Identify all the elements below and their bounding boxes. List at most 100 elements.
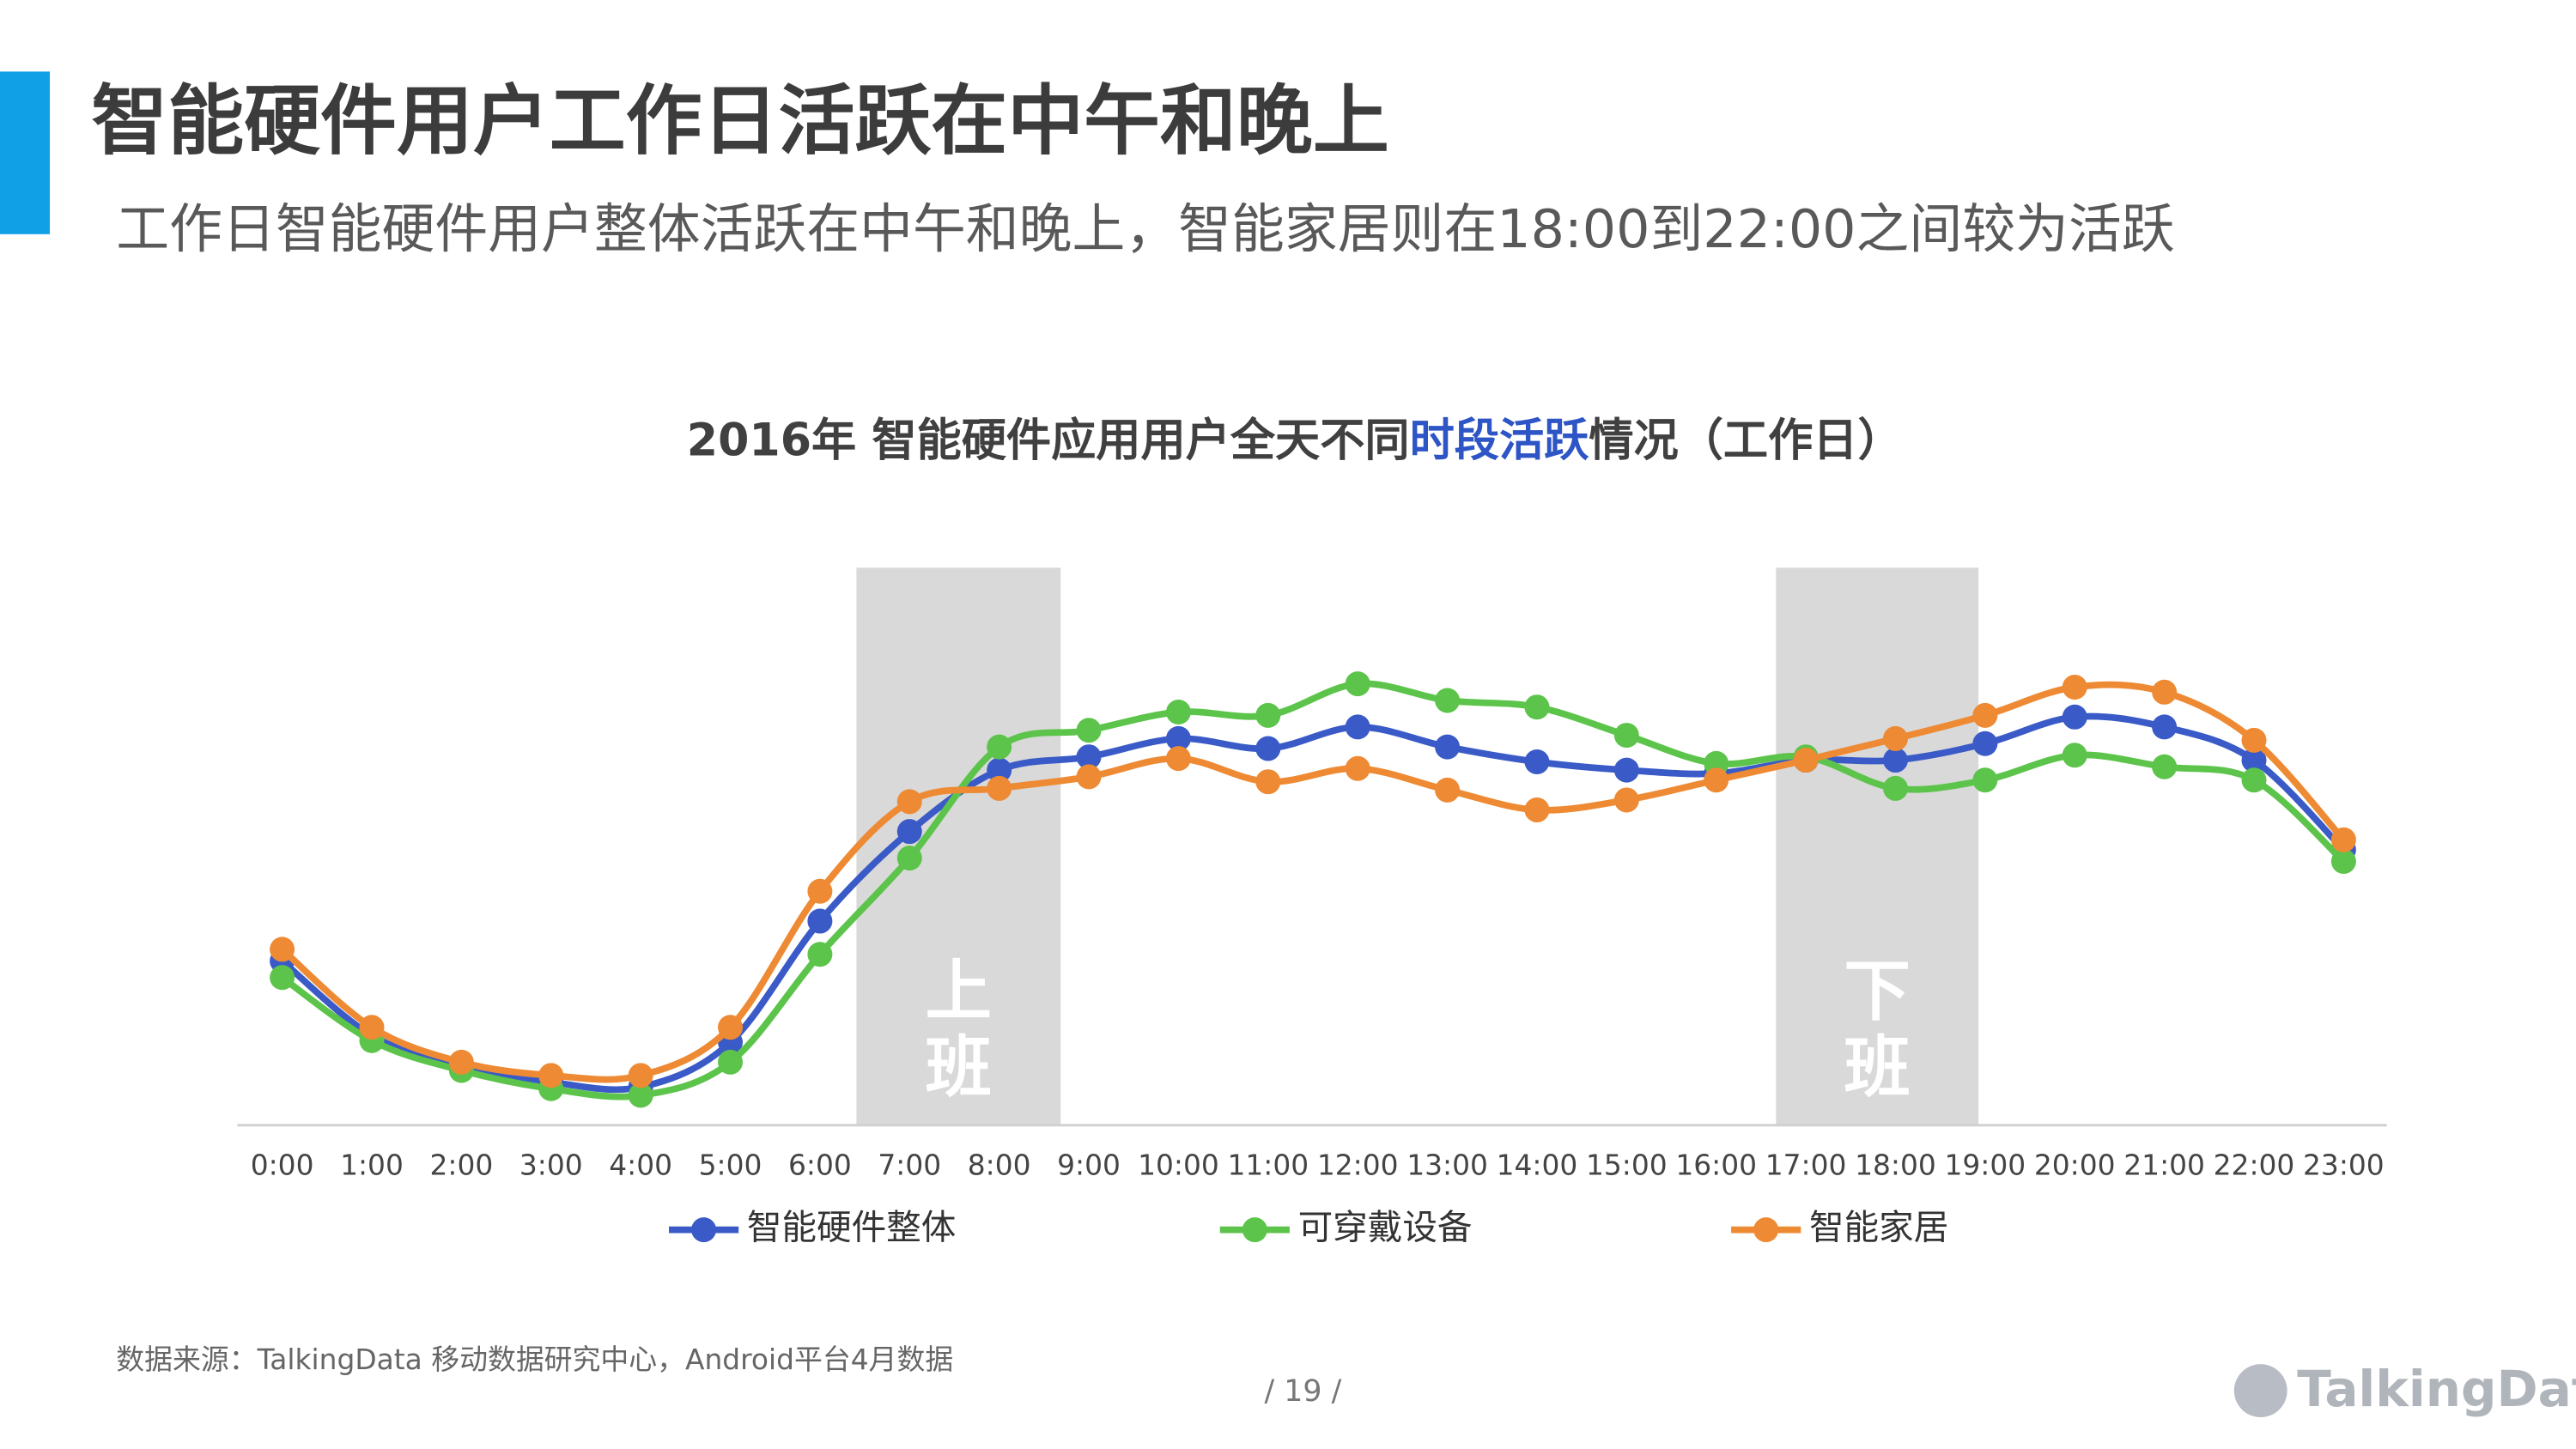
- shift-char: 下: [1844, 953, 1911, 1030]
- x-tick-label: 16:00: [1675, 1149, 1757, 1182]
- point: [1613, 787, 1639, 813]
- point: [896, 789, 922, 815]
- point: [1882, 775, 1908, 801]
- point: [628, 1082, 653, 1108]
- point: [896, 819, 922, 845]
- page-number: / 19 /: [1264, 1374, 1341, 1409]
- x-tick-label: 2:00: [429, 1149, 493, 1182]
- chart-title-part: 时段活跃: [1410, 415, 1590, 466]
- point: [2330, 848, 2356, 874]
- x-tick-label: 8:00: [968, 1149, 1031, 1182]
- shift-char: 班: [926, 1029, 992, 1106]
- x-tick-label: 11:00: [1227, 1149, 1309, 1182]
- source: 数据来源：TalkingData 移动数据研究中心，Android平台4月数据: [116, 1343, 953, 1376]
- point: [1076, 718, 1102, 743]
- point: [1435, 777, 1461, 803]
- legend-marker: [1753, 1217, 1779, 1243]
- legend-label: 智能家居: [1809, 1207, 1948, 1248]
- point: [1255, 736, 1281, 761]
- legend-label: 智能硬件整体: [747, 1207, 956, 1248]
- point: [2241, 767, 2267, 793]
- logo: TalkingData: [2233, 1360, 2576, 1418]
- point: [270, 965, 295, 991]
- point: [1345, 755, 1370, 781]
- x-tick-label: 4:00: [609, 1149, 672, 1182]
- legend-marker: [691, 1217, 717, 1243]
- x-tick-label: 15:00: [1586, 1149, 1668, 1182]
- point: [1704, 767, 1729, 793]
- point: [2330, 827, 2356, 852]
- x-tick-label: 0:00: [251, 1149, 314, 1182]
- chart-title-part: 2016年 智能硬件应用用户全天不同: [687, 415, 1410, 466]
- point: [2062, 704, 2087, 730]
- point: [2241, 748, 2267, 773]
- point: [1972, 767, 1998, 793]
- point: [987, 757, 1012, 783]
- point: [628, 1063, 653, 1088]
- point: [718, 1049, 744, 1075]
- point: [1255, 769, 1281, 795]
- shift-label: 下班: [1844, 953, 1911, 1106]
- x-tick-label: 14:00: [1497, 1149, 1578, 1182]
- x-tick-label: 22:00: [2214, 1149, 2295, 1182]
- point: [1882, 725, 1908, 751]
- point: [807, 942, 833, 967]
- point: [1076, 764, 1102, 790]
- x-tick-label: 20:00: [2034, 1149, 2116, 1182]
- logo-text: TalkingData: [2297, 1360, 2576, 1418]
- x-tick-label: 7:00: [878, 1149, 941, 1182]
- x-tick-label: 3:00: [519, 1149, 583, 1182]
- point: [2152, 714, 2178, 740]
- shift-band: [1776, 567, 1979, 1125]
- x-tick-label: 18:00: [1855, 1149, 1936, 1182]
- point: [1255, 702, 1281, 728]
- point: [987, 734, 1012, 760]
- point: [1165, 700, 1191, 724]
- page-subtitle: 工作日智能硬件用户整体活跃在中午和晚上，智能家居则在18:00到22:00之间较…: [116, 198, 2174, 260]
- point: [359, 1015, 385, 1040]
- point: [1793, 748, 1819, 773]
- x-tick-label: 10:00: [1138, 1149, 1219, 1182]
- page-title: 智能硬件用户工作日活跃在中午和晚上: [91, 76, 1388, 166]
- point: [1165, 725, 1191, 751]
- point: [1524, 749, 1550, 774]
- point: [1613, 757, 1639, 783]
- point: [1435, 688, 1461, 713]
- chart-title-part: 情况（工作日）: [1589, 415, 1902, 466]
- x-tick-label: 12:00: [1317, 1149, 1399, 1182]
- x-tick-label: 6:00: [788, 1149, 852, 1182]
- point: [1076, 744, 1102, 770]
- point: [2152, 754, 2178, 779]
- shift-char: 上: [926, 953, 992, 1030]
- point: [896, 846, 922, 871]
- x-tick-label: 13:00: [1406, 1149, 1488, 1182]
- point: [1524, 797, 1550, 823]
- shift-label: 上班: [926, 953, 992, 1106]
- point: [1435, 734, 1461, 760]
- point: [718, 1015, 744, 1040]
- x-tick-label: 5:00: [699, 1149, 762, 1182]
- point: [270, 937, 295, 962]
- point: [538, 1063, 564, 1088]
- point: [807, 878, 833, 904]
- x-tick-label: 17:00: [1765, 1149, 1847, 1182]
- point: [1882, 748, 1908, 773]
- point: [1345, 714, 1370, 740]
- point: [2062, 743, 2087, 768]
- logo-icon: [2233, 1364, 2287, 1418]
- accent-bar: [0, 71, 50, 234]
- x-tick-label: 23:00: [2303, 1149, 2385, 1182]
- shift-char: 班: [1844, 1029, 1911, 1106]
- x-tick-label: 19:00: [1945, 1149, 2026, 1182]
- point: [807, 908, 833, 934]
- point: [1613, 723, 1639, 749]
- x-tick-label: 1:00: [340, 1149, 404, 1182]
- point: [1972, 702, 1998, 728]
- legend-marker: [1242, 1217, 1267, 1243]
- x-tick-label: 9:00: [1057, 1149, 1121, 1182]
- point: [1972, 731, 1998, 756]
- point: [1345, 671, 1370, 697]
- point: [448, 1049, 474, 1075]
